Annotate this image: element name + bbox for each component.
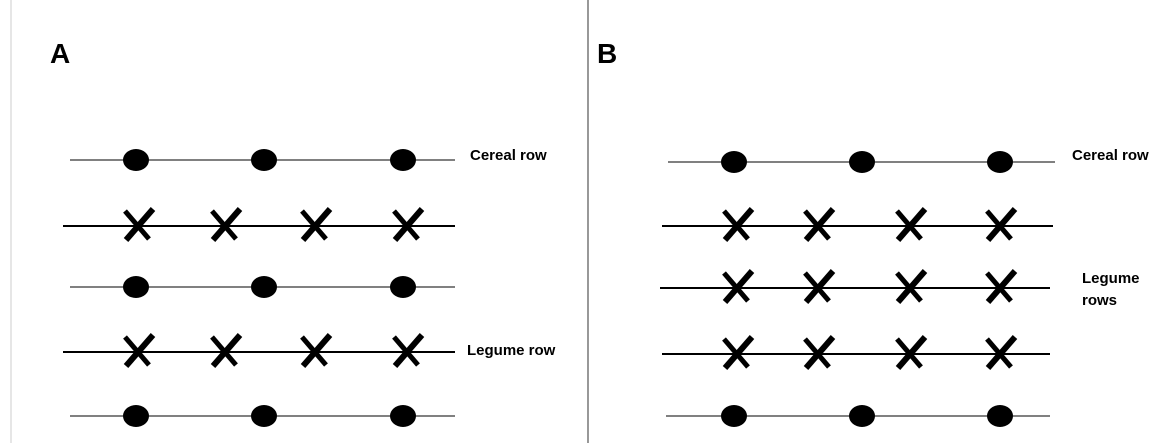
cereal-plant [849, 151, 875, 173]
row-label: Cereal row [1072, 147, 1149, 164]
cereal-plant [251, 276, 277, 298]
legume-plant [123, 333, 156, 368]
legume-plant [895, 269, 928, 304]
legume-plant [985, 335, 1018, 370]
cereal-plant [390, 276, 416, 298]
legume-plant [722, 269, 755, 304]
cereal-plant [390, 405, 416, 427]
legume-plant [985, 207, 1018, 242]
cereal-plant [390, 149, 416, 171]
cereal-plant [721, 405, 747, 427]
cereal-plant [123, 276, 149, 298]
legume-plant [722, 207, 755, 242]
legume-plant [300, 333, 333, 368]
legume-plant [895, 335, 928, 370]
legume-plant [392, 207, 425, 242]
legume-plant [123, 207, 156, 242]
cereal-plant [721, 151, 747, 173]
cereal-plant [251, 149, 277, 171]
row-label: Legume row [467, 342, 556, 359]
legume-plant [803, 207, 836, 242]
legume-plant [803, 335, 836, 370]
row-label: Cereal row [470, 147, 547, 164]
panel-label: B [597, 38, 618, 69]
cereal-plant [123, 405, 149, 427]
row-label: Legume rows [1082, 270, 1140, 309]
legume-plant [803, 269, 836, 304]
legume-plant [210, 207, 243, 242]
cereal-plant [123, 149, 149, 171]
cereal-plant [251, 405, 277, 427]
panel-label: A [50, 38, 71, 69]
legume-plant [392, 333, 425, 368]
legume-plant [210, 333, 243, 368]
legume-plant [722, 335, 755, 370]
legume-plant [300, 207, 333, 242]
cereal-plant [849, 405, 875, 427]
legume-plant [985, 269, 1018, 304]
cereal-plant [987, 405, 1013, 427]
cereal-plant [987, 151, 1013, 173]
legume-plant [895, 207, 928, 242]
